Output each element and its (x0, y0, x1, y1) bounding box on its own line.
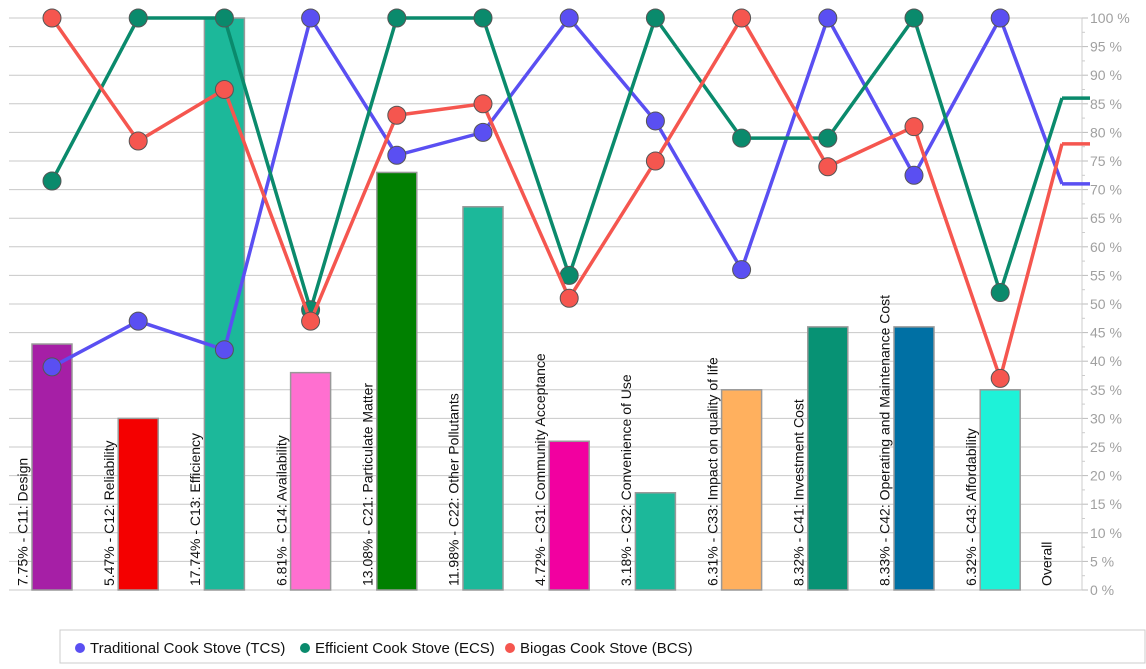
point (645, 111, 665, 131)
point (214, 80, 234, 99)
bar (807, 326, 849, 591)
y-tick-label: 90 % (1090, 67, 1122, 83)
bar (634, 492, 677, 591)
y-tick-label: 10 % (1090, 525, 1122, 541)
point (42, 8, 62, 28)
point (128, 311, 148, 331)
bar (203, 17, 246, 591)
y-tick-label: 45 % (1090, 325, 1122, 341)
legend-label: Traditional Cook Stove (TCS) (90, 640, 285, 657)
bar (462, 206, 504, 591)
point (990, 368, 1010, 388)
point (732, 128, 752, 148)
point (387, 145, 407, 165)
point (990, 8, 1010, 28)
y-tick-label: 80 % (1090, 124, 1122, 140)
point (128, 131, 148, 151)
y-tick-label: 30 % (1090, 410, 1122, 426)
y-tick-label: 40 % (1090, 353, 1122, 369)
category-label: 7.75% - C11: Design (15, 458, 31, 586)
y-tick-label: 65 % (1090, 210, 1122, 226)
point (301, 8, 321, 28)
point (645, 151, 665, 171)
point (387, 8, 407, 28)
point (473, 94, 493, 114)
bar (548, 440, 590, 591)
legend-label: Biogas Cook Stove (BCS) (520, 640, 693, 657)
category-label: 6.32% - C43: Affordability (963, 428, 979, 586)
y-tick-label: 85 % (1090, 96, 1122, 112)
point (904, 165, 924, 185)
point (387, 105, 407, 125)
point (990, 283, 1010, 303)
point (473, 122, 493, 142)
point (904, 117, 924, 137)
category-label: 8.33% - C42: Operating and Maintenance C… (877, 295, 893, 586)
point (214, 340, 234, 360)
y-tick-label: 70 % (1090, 182, 1122, 198)
category-label: 6.81% - C14: Availability (273, 435, 289, 586)
point (42, 171, 62, 191)
category-label: 13.08% - C21: Particulate Matter (360, 383, 376, 586)
point (301, 311, 321, 331)
y-tick-label: 100 % (1090, 10, 1130, 26)
bar (720, 389, 763, 591)
point (904, 8, 924, 28)
category-label: 5.47% - C12: Reliability (101, 440, 117, 586)
legend-label: Efficient Cook Stove (ECS) (315, 640, 495, 657)
y-tick-label: 20 % (1090, 468, 1122, 484)
y-tick-label: 5 % (1090, 553, 1114, 569)
category-label: 8.32% - C41: Investment Cost (791, 399, 807, 586)
y-tick-label: 95 % (1090, 39, 1122, 55)
point (214, 8, 234, 28)
category-label: Overall (1039, 542, 1055, 586)
point (818, 157, 838, 177)
legend-marker (300, 643, 310, 653)
series-line (51, 13, 1064, 369)
series-line (50, 14, 1064, 316)
legend-marker (75, 643, 85, 653)
y-tick-label: 0 % (1090, 582, 1114, 598)
category-label: 11.98% - C22: Other Pollutants (446, 393, 462, 586)
y-tick-label: 55 % (1090, 267, 1122, 283)
bar (117, 417, 159, 591)
category-label: 17.74% - C13: Efficiency (187, 433, 203, 586)
series-line (50, 14, 1064, 385)
point (559, 288, 579, 308)
y-tick-label: 15 % (1090, 496, 1122, 512)
point (473, 8, 493, 28)
point (42, 357, 62, 377)
y-tick-label: 75 % (1090, 153, 1122, 169)
y-tick-label: 60 % (1090, 239, 1122, 255)
y-tick-label: 50 % (1090, 296, 1122, 312)
point (732, 260, 752, 280)
category-label: 6.31% - C33: Impact on quality of life (704, 357, 720, 586)
legend-box (59, 629, 1146, 664)
bar (289, 371, 332, 591)
category-label: 3.18% - C32: Convenience of Use (618, 374, 634, 586)
bar (893, 326, 935, 591)
point (818, 128, 838, 148)
point (818, 8, 838, 28)
y-tick-label: 25 % (1090, 439, 1122, 455)
point (559, 8, 579, 28)
legend-marker (505, 643, 515, 653)
category-label: 4.72% - C31: Community Acceptance (532, 353, 548, 586)
point (645, 8, 665, 28)
point (128, 8, 148, 28)
bar (31, 343, 73, 591)
y-tick-label: 35 % (1090, 382, 1122, 398)
bar (376, 171, 418, 591)
bar (979, 389, 1021, 591)
point (732, 8, 752, 28)
